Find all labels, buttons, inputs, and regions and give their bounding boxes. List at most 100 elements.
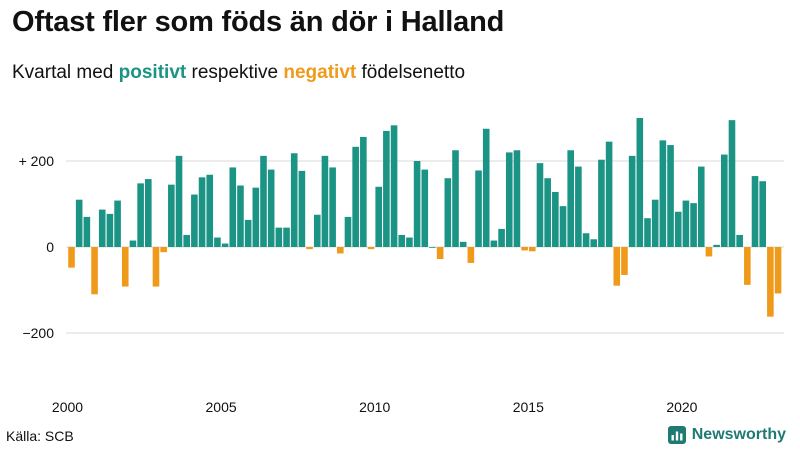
bar-quarter-66 [567,150,574,247]
bar-quarter-63 [544,178,551,247]
bar-quarter-73 [621,247,628,275]
source-note: Källa: SCB [6,428,74,444]
bar-quarter-90 [751,176,759,247]
chart-subtitle: Kvartal med positivt respektive negativt… [12,62,465,84]
bar-quarter-17 [191,194,198,247]
subtitle-suffix: födelsenetto [356,62,466,83]
bar-quarter-64 [552,191,559,247]
axis-labels: + 200 0 −200 2000 2005 2010 2015 2020 [19,153,698,415]
bar-quarter-12 [152,247,160,287]
bar-quarter-20 [214,237,221,247]
bar-quarter-11 [145,179,152,247]
bar-quarter-71 [605,141,613,247]
bar-quarter-38 [352,146,359,247]
bar-quarter-5 [98,209,106,247]
x-tick-label: 2000 [52,399,83,415]
bar-quarter-72 [613,247,621,286]
subtitle-prefix: Kvartal med [12,62,119,83]
bar-quarter-46 [413,161,421,247]
bar-quarter-83 [697,166,705,247]
bar-quarter-10 [137,183,144,247]
bar-quarter-45 [406,237,413,247]
bar-quarter-69 [590,239,598,247]
bar-quarter-50 [444,178,452,247]
bar-quarter-89 [744,247,751,285]
x-tick-label: 2010 [359,399,390,415]
bar-quarter-77 [651,199,659,247]
x-tick-label: 2020 [666,399,697,415]
bar-quarter-75 [636,118,644,247]
bar-quarter-40 [367,247,375,250]
bar-quarter-36 [337,247,344,254]
bar-quarter-44 [398,234,406,247]
bar-quarter-21 [221,243,229,247]
bar-quarter-85 [713,244,720,247]
bar-quarter-56 [490,240,498,247]
bar-quarter-13 [160,247,167,253]
bar-quarter-30 [290,153,298,247]
x-tick-label: 2015 [513,399,544,415]
bar-quarter-24 [244,219,252,247]
bar-quarter-34 [321,155,329,247]
bar-quarter-3 [83,216,91,247]
bar-quarter-74 [628,155,636,247]
chart-title: Oftast fler som föds än dör i Halland [12,6,505,38]
bar-quarter-1 [68,247,75,268]
bar-quarter-16 [183,234,190,247]
bar-quarter-84 [705,247,713,257]
bar-quarter-42 [383,130,390,247]
bar-quarter-55 [482,128,490,247]
bar-quarter-14 [168,184,175,247]
subtitle-positive-word: positivt [118,62,187,83]
bar-quarter-19 [206,174,214,247]
bar-quarter-91 [759,181,766,247]
bar-chart-logo-icon [667,426,686,444]
bar-quarter-60 [521,247,528,251]
bar-quarter-29 [283,227,290,247]
bar-quarter-2 [75,199,83,247]
bar-quarter-67 [575,166,582,247]
bar-quarter-92 [767,247,774,317]
bar-quarter-18 [198,177,206,247]
bar-quarter-80 [674,211,682,247]
bar-quarter-23 [237,185,244,247]
y-tick-label: + 200 [19,153,55,169]
bar-quarter-8 [121,247,129,287]
bar-quarter-54 [475,170,482,247]
bar-quarter-58 [505,152,513,247]
y-tick-label: −200 [22,325,54,341]
subtitle-negative-word: negativt [283,62,357,83]
bar-quarter-48 [429,247,436,248]
bar-quarter-32 [306,247,313,250]
newsworthy-logo[interactable]: Newsworthy [667,426,786,444]
bar-quarter-27 [267,169,275,247]
bar-chart: + 200 0 −200 2000 2005 2010 2015 2020 [19,118,784,415]
bar-quarter-70 [598,159,605,247]
bar-quarter-59 [513,150,521,247]
bars [68,118,782,317]
bar-quarter-53 [467,247,475,263]
bar-quarter-33 [313,214,321,247]
bar-quarter-47 [421,169,429,247]
bar-quarter-39 [360,136,367,247]
x-tick-label: 2005 [206,399,237,415]
bar-quarter-78 [659,140,667,247]
bar-quarter-43 [390,125,398,247]
bar-quarter-82 [690,203,697,247]
bar-quarter-52 [459,241,467,247]
bar-quarter-81 [682,200,690,247]
bar-quarter-35 [329,167,336,247]
bar-quarter-9 [129,240,137,247]
bar-quarter-79 [667,145,674,247]
bar-quarter-31 [298,170,306,247]
bar-quarter-62 [536,163,544,247]
bar-quarter-86 [721,154,728,247]
bar-quarter-26 [260,155,267,247]
bar-quarter-7 [114,200,121,247]
bar-quarter-37 [344,216,352,247]
bar-quarter-88 [736,234,743,247]
bar-quarter-57 [498,228,505,247]
bar-quarter-87 [728,120,736,247]
y-tick-label: 0 [46,239,54,255]
bar-quarter-25 [252,187,260,247]
